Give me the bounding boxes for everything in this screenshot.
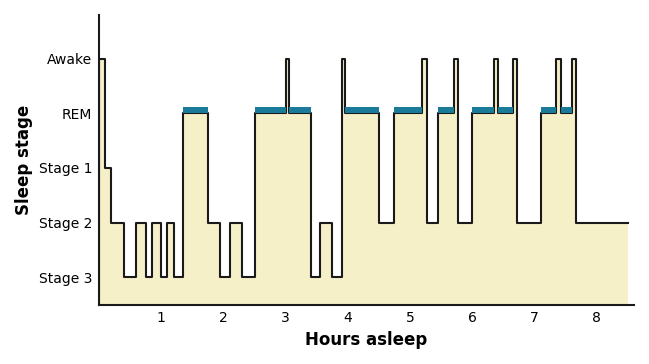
X-axis label: Hours asleep: Hours asleep (306, 331, 428, 349)
Y-axis label: Sleep stage: Sleep stage (15, 104, 33, 215)
